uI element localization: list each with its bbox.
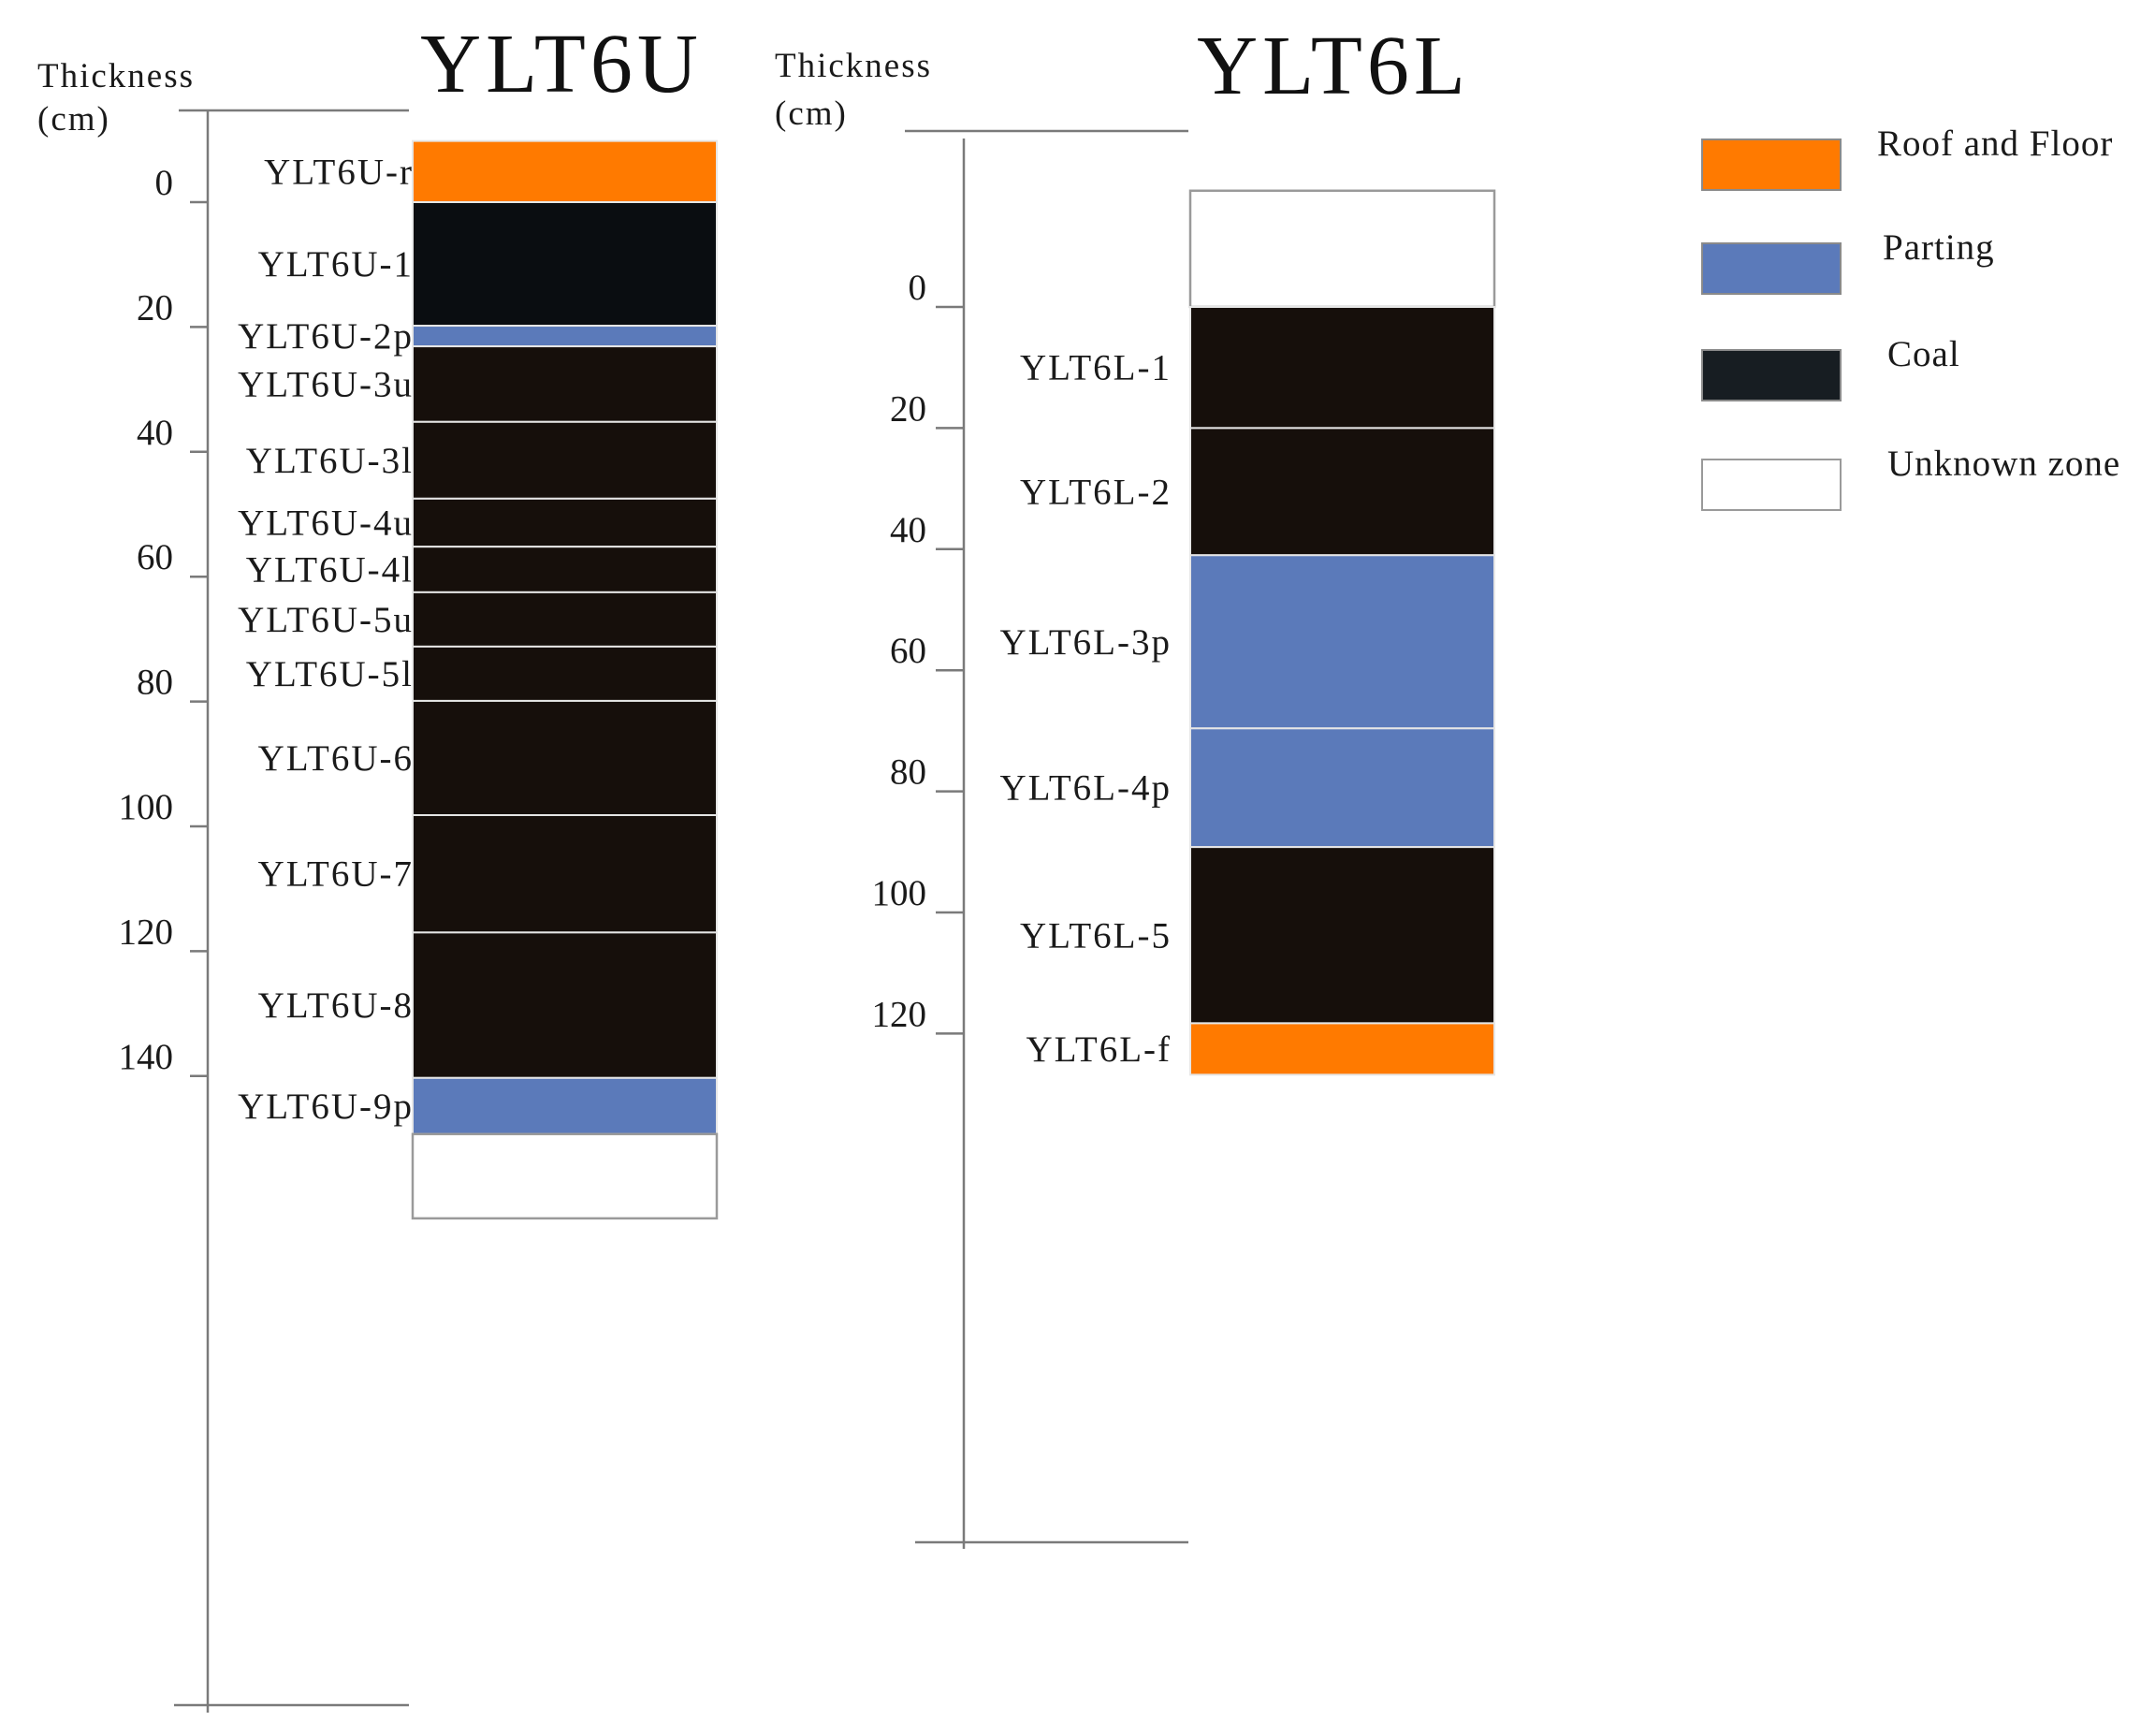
layer-roof_floor — [412, 139, 718, 203]
tick-label: 100 — [872, 873, 927, 913]
layer-parting — [1189, 554, 1495, 730]
layer-label: YLT6L-3p — [999, 622, 1172, 663]
layer-roof_floor — [1189, 1022, 1495, 1076]
layer-coal — [412, 645, 718, 702]
layer-parting — [412, 1076, 718, 1135]
layer-coal — [412, 813, 718, 934]
tick-label: 60 — [890, 631, 926, 671]
tick-label: 120 — [872, 994, 927, 1034]
layer-label: YLT6L-2 — [1020, 472, 1172, 512]
layer-label: YLT6U-3u — [238, 364, 414, 404]
layer-label: YLT6U-r — [264, 152, 414, 192]
tick-label: 80 — [137, 663, 173, 703]
layer-label: YLT6U-4l — [246, 550, 414, 591]
layer-label: YLT6L-4p — [999, 768, 1172, 809]
axis-title-line2: (cm) — [37, 100, 110, 139]
layer-group — [411, 139, 719, 1220]
layer-group — [1188, 189, 1496, 1076]
layer-label: YLT6U-5u — [238, 600, 414, 640]
tick-label: 20 — [890, 388, 926, 429]
layer-parting — [412, 325, 718, 348]
layer-label: YLT6L-1 — [1020, 348, 1172, 388]
layer-parting — [1189, 727, 1495, 849]
legend-swatch-parting — [1701, 242, 1842, 295]
layer-coal — [412, 931, 718, 1079]
layer-label: YLT6U-3l — [246, 441, 414, 481]
legend: Roof and Floor Parting Coal Unknown zone — [1701, 124, 2120, 511]
column-ylt6l: YLT6L Thickness (cm) 0 20 40 60 80 100 120 YLT… — [775, 20, 1496, 1549]
layer-label-group: YLT6L-1 YLT6L-2 YLT6L-3p YLT6L-4p YLT6L-5 YLT… — [999, 348, 1172, 1070]
tick-label: 40 — [137, 413, 173, 453]
legend-swatch-unknown — [1701, 459, 1842, 511]
layer-label: YLT6U-5l — [246, 654, 414, 694]
legend-label-parting: Parting — [1883, 227, 1995, 268]
layer-coal — [412, 497, 718, 548]
tick-group: 0 20 40 60 80 100 120 140 — [119, 163, 208, 1078]
layer-label: YLT6U-1 — [258, 244, 414, 284]
legend-swatch-roof_floor — [1701, 139, 1842, 191]
layer-label: YLT6U-7 — [258, 854, 414, 895]
axis-title-line2: (cm) — [775, 95, 848, 133]
layer-unknown — [1188, 189, 1496, 309]
tick-label: 80 — [890, 752, 926, 793]
legend-label-unknown: Unknown zone — [1887, 444, 2120, 484]
tick-label: 60 — [137, 537, 173, 577]
layer-label: YLT6L-5 — [1020, 915, 1172, 956]
column-title: YLT6L — [1197, 20, 1470, 112]
legend-label-coal: Coal — [1887, 334, 1960, 374]
legend-swatch-coal — [1701, 349, 1842, 401]
layer-coal — [412, 345, 718, 423]
layer-label: YLT6U-6 — [258, 738, 414, 779]
layer-label: YLT6L-f — [1026, 1029, 1172, 1070]
tick-group: 0 20 40 60 80 100 120 — [872, 268, 964, 1035]
column-title: YLT6U — [420, 18, 703, 110]
tick-label: 20 — [137, 287, 173, 328]
layer-label: YLT6U-8 — [258, 985, 414, 1026]
tick-label: 100 — [119, 787, 174, 827]
tick-label: 120 — [119, 912, 174, 952]
layer-label: YLT6U-2p — [238, 316, 414, 357]
tick-label: 40 — [890, 510, 926, 550]
layer-coal — [412, 591, 718, 648]
column-ylt6u: YLT6U Thickness (cm) 020406080100120140 … — [37, 18, 719, 1713]
tick-label: 0 — [909, 268, 927, 308]
layer-coal_upper — [412, 201, 718, 328]
layer-label: YLT6U-9p — [238, 1087, 414, 1127]
tick-label: 0 — [155, 163, 174, 203]
layer-coal — [412, 420, 718, 500]
axis-title-line1: Thickness — [37, 57, 195, 95]
layer-label-group: YLT6U-r YLT6U-1 YLT6U-2p YLT6U-3u YLT6U-3l YL… — [238, 152, 414, 1127]
layer-coal — [412, 699, 718, 816]
layer-unknown — [411, 1132, 719, 1220]
axis-title-line1: Thickness — [775, 47, 932, 85]
layer-coal — [1189, 427, 1495, 557]
layer-label: YLT6U-4u — [238, 503, 414, 544]
layer-coal — [1189, 846, 1495, 1025]
layer-coal — [412, 546, 718, 593]
legend-label-roof_floor: Roof and Floor — [1877, 124, 2113, 164]
layer-coal — [1189, 306, 1495, 430]
tick-label: 140 — [119, 1037, 174, 1077]
